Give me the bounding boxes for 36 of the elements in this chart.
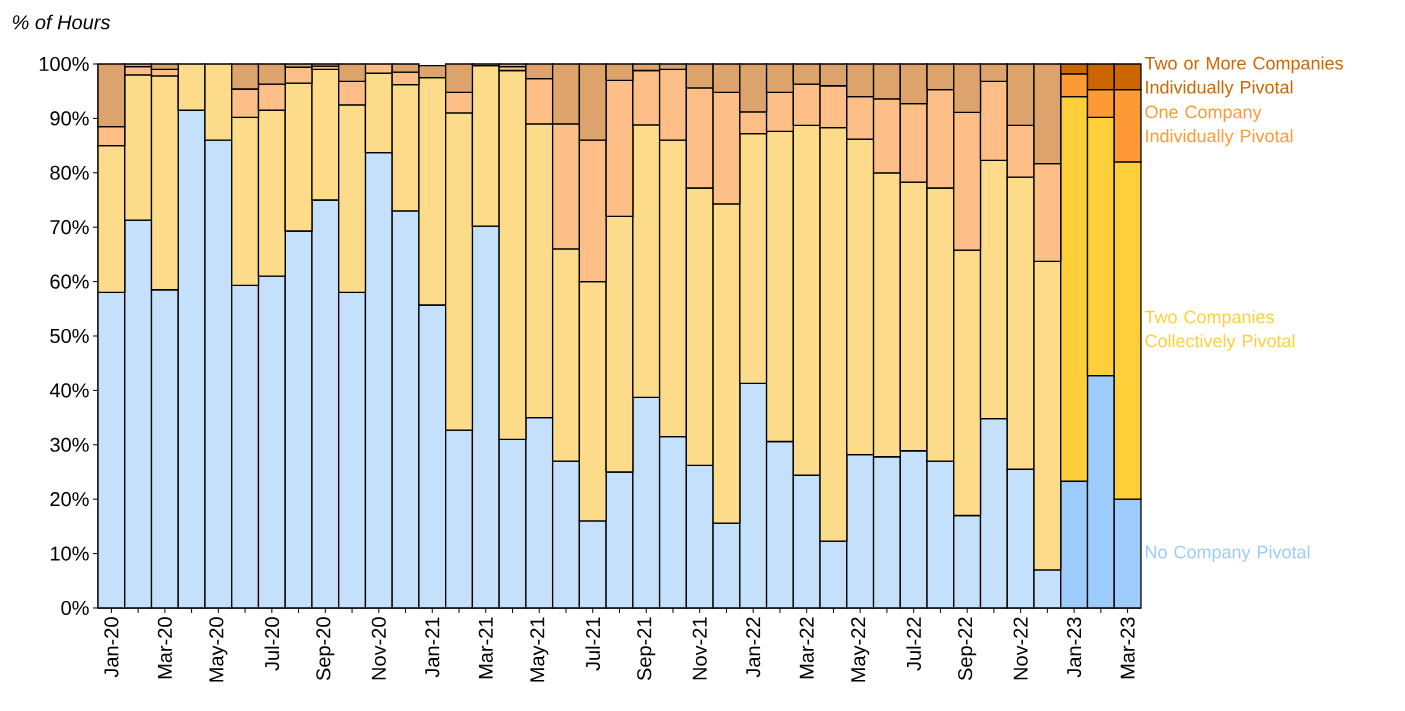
y-tick-label: 40% xyxy=(49,383,89,398)
y-tick-label: 60% xyxy=(50,274,89,289)
y-tick-label: 10% xyxy=(50,546,89,561)
x-tick-label: May-21 xyxy=(530,617,549,682)
x-tick-label: Jul-22 xyxy=(906,617,921,671)
series-label: Two or More Companies Individually Pivotal xyxy=(1144,56,1343,98)
x-tick-label: Sep-21 xyxy=(637,617,656,681)
y-axis-title: % of Hours xyxy=(12,14,111,30)
x-tick-label: Sep-20 xyxy=(316,617,335,681)
series-label: One Company Individually Pivotal xyxy=(1145,105,1293,146)
x-tick-label: Mar-22 xyxy=(799,617,814,679)
x-tick-label: Jan-23 xyxy=(1067,617,1082,678)
x-tick-label: Mar-21 xyxy=(478,617,493,679)
x-tick-label: Nov-21 xyxy=(692,617,707,680)
y-tick-label: 30% xyxy=(50,437,89,452)
x-tick-label: May-20 xyxy=(209,617,228,682)
x-tick-label: Jul-21 xyxy=(585,617,601,671)
x-tick-label: Mar-23 xyxy=(1120,617,1135,679)
y-tick-label: 20% xyxy=(50,492,89,507)
x-tick-label: Jan-21 xyxy=(425,617,440,678)
x-tick-label: Mar-20 xyxy=(157,617,172,679)
series-label: Two Companies Collectively Pivotal xyxy=(1144,310,1295,351)
x-tick-label: Nov-22 xyxy=(1013,617,1028,680)
y-tick-label: 0% xyxy=(61,600,89,616)
x-tick-label: Jan-22 xyxy=(746,617,761,678)
x-tick-label: Nov-20 xyxy=(371,617,386,680)
y-tick-label: 100% xyxy=(39,56,89,72)
y-tick-label: 90% xyxy=(50,111,89,126)
x-tick-label: Sep-22 xyxy=(958,617,977,681)
x-tick-label: Jan-20 xyxy=(104,617,119,678)
y-tick-label: 70% xyxy=(50,220,89,235)
x-tick-label: Jul-20 xyxy=(264,617,280,671)
series-label: No Company Pivotal xyxy=(1145,545,1310,562)
y-tick-label: 80% xyxy=(50,165,89,180)
y-tick-label: 50% xyxy=(50,328,89,344)
x-tick-label: May-22 xyxy=(851,617,870,682)
